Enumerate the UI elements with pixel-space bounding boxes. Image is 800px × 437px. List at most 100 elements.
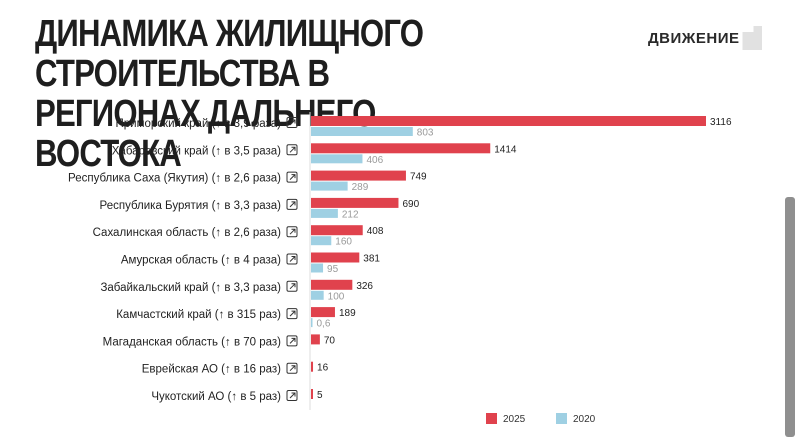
icon-frame xyxy=(286,171,298,183)
bar-2025 xyxy=(311,197,399,208)
legend-swatch xyxy=(556,413,567,424)
scrollbar[interactable] xyxy=(785,197,795,437)
category-label: Еврейская АО (↑ в 16 раз) xyxy=(142,364,281,376)
icon-arrow xyxy=(289,392,296,399)
data-label-2025: 749 xyxy=(410,172,427,183)
icon-arrow xyxy=(289,337,296,344)
chart-row: Магаданская область (↑ в 70 раз) 70 xyxy=(103,334,336,348)
icon-arrow xyxy=(289,365,296,372)
bar-2020 xyxy=(311,181,348,191)
arrow-up-right-icon[interactable] xyxy=(286,226,298,238)
bar-2025 xyxy=(311,361,314,372)
arrow-up-right-icon[interactable] xyxy=(286,117,298,128)
chart-row: Еврейская АО (↑ в 16 раз) 16 xyxy=(142,361,329,376)
chart-row: Республика Бурятия (↑ в 3,3 раза) 690 212 xyxy=(100,197,420,220)
data-label-2025: 381 xyxy=(363,254,380,265)
bar-2020 xyxy=(311,263,324,273)
brand-name: ДВИЖЕНИЕ xyxy=(648,30,740,47)
data-label-2025: 189 xyxy=(339,308,356,319)
arrow-up-right-icon[interactable] xyxy=(286,198,298,210)
data-label-2025: 3116 xyxy=(710,117,732,128)
bar-2020 xyxy=(311,318,313,328)
chart-row: Амурская область (↑ в 4 раза) 381 95 xyxy=(121,252,380,275)
bar-2020 xyxy=(311,290,324,300)
data-label-2020: 289 xyxy=(352,182,369,193)
category-label: Сахалинская область (↑ в 2,6 раза) xyxy=(93,227,282,239)
data-label-2020: 212 xyxy=(342,209,359,220)
icon-frame xyxy=(286,362,298,374)
icon-arrow xyxy=(289,146,296,153)
category-label: Республика Бурятия (↑ в 3,3 раза) xyxy=(100,200,282,212)
icon-frame xyxy=(286,390,298,401)
data-label-2020: 803 xyxy=(417,128,434,139)
data-label-2025: 16 xyxy=(317,363,329,374)
arrow-up-right-icon[interactable] xyxy=(286,144,298,156)
bar-2020 xyxy=(311,127,413,136)
bar-2025 xyxy=(311,170,406,181)
icon-frame xyxy=(286,280,298,292)
data-label-2020: 406 xyxy=(366,155,383,166)
icon-arrow xyxy=(289,256,296,262)
icon-frame xyxy=(286,226,298,238)
chart-row: Камчастский край (↑ в 315 раз) 189 0,6 xyxy=(116,307,356,330)
chart-row: Сахалинская область (↑ в 2,6 раза) 408 160 xyxy=(93,225,384,248)
icon-arrow xyxy=(289,201,296,208)
bar-2025 xyxy=(311,225,363,236)
category-label: Амурская область (↑ в 4 раза) xyxy=(121,255,281,267)
data-label-2020: 0,6 xyxy=(317,319,331,330)
category-label: Чукотский АО (↑ в 5 раз) xyxy=(151,391,281,403)
category-label: Камчастский край (↑ в 315 раз) xyxy=(116,309,281,321)
icon-frame xyxy=(286,335,298,347)
chart-row: Приморский край (↑ в 3,9 раза) 3116 803 xyxy=(116,116,732,139)
icon-frame xyxy=(286,308,298,320)
legend-label: 2025 xyxy=(503,414,526,425)
data-label-2020: 95 xyxy=(327,264,339,275)
bar-2025 xyxy=(311,279,353,290)
arrow-up-right-icon[interactable] xyxy=(286,362,298,374)
data-label-2025: 70 xyxy=(324,335,336,346)
category-label: Республика Саха (Якутия) (↑ в 2,6 раза) xyxy=(68,173,281,185)
arrow-up-right-icon[interactable] xyxy=(286,308,298,320)
data-label-2020: 160 xyxy=(335,237,352,248)
icon-frame xyxy=(286,198,298,210)
bar-2020 xyxy=(311,154,363,164)
icon-frame xyxy=(286,144,298,156)
bar-2025 xyxy=(311,307,335,318)
page-title: ДИНАМИКА ЖИЛИЩНОГО СТРОИТЕЛЬСТВА В РЕГИО… xyxy=(35,13,424,175)
category-label: Забайкальский край (↑ в 3,3 раза) xyxy=(100,282,281,294)
arrow-up-right-icon[interactable] xyxy=(286,280,298,292)
chart-row: Республика Саха (Якутия) (↑ в 2,6 раза) 7… xyxy=(68,170,427,193)
icon-arrow xyxy=(289,310,296,317)
chart-row: Хабаровский край (↑ в 3,5 раза) 1414 406 xyxy=(112,143,517,166)
data-label-2025: 1414 xyxy=(494,144,517,155)
arrow-up-right-icon[interactable] xyxy=(286,171,298,183)
icon-arrow xyxy=(289,228,296,235)
legend-item: 2025 xyxy=(486,413,526,425)
bar-2025 xyxy=(311,389,313,399)
data-label-2025: 5 xyxy=(317,390,323,401)
chart-row: Чукотский АО (↑ в 5 раз) 5 xyxy=(151,389,323,403)
legend-swatch xyxy=(486,413,497,424)
icon-arrow xyxy=(289,119,296,126)
bar-2020 xyxy=(311,236,332,246)
arrow-up-right-icon[interactable] xyxy=(286,335,298,347)
icon-frame xyxy=(286,253,298,265)
data-label-2025: 408 xyxy=(367,226,384,237)
data-label-2020: 100 xyxy=(328,291,345,302)
icon-arrow xyxy=(289,174,296,180)
brand-logo: ДВИЖЕНИЕ xyxy=(648,26,763,50)
legend-item: 2020 xyxy=(556,413,596,425)
legend-label: 2020 xyxy=(573,414,596,425)
icon-frame xyxy=(286,117,298,128)
chart-row: Забайкальский край (↑ в 3,3 раза) 326 100 xyxy=(100,279,373,302)
data-label-2025: 326 xyxy=(356,281,373,292)
bar-2025 xyxy=(311,116,706,126)
bar-2025 xyxy=(311,143,491,154)
bar-2025 xyxy=(311,252,360,263)
bar-2020 xyxy=(311,208,338,218)
category-label: Хабаровский край (↑ в 3,5 раза) xyxy=(112,145,281,157)
arrow-up-right-icon[interactable] xyxy=(286,390,298,401)
arrow-up-right-icon[interactable] xyxy=(286,253,298,265)
category-label: Приморский край (↑ в 3,9 раза) xyxy=(116,118,282,130)
